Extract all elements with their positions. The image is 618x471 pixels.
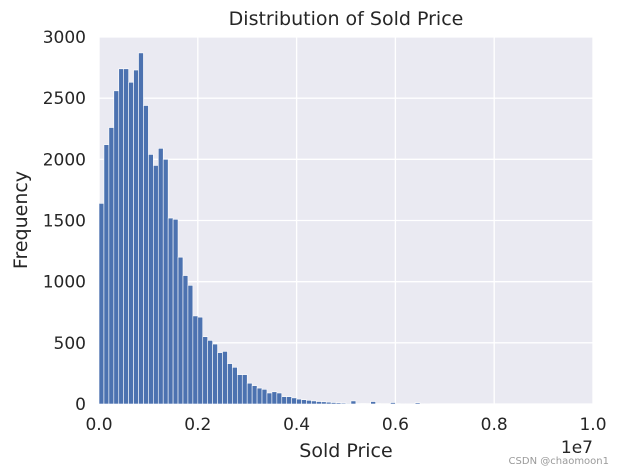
- histogram-bar: [103, 144, 110, 405]
- histogram-bar: [138, 52, 144, 405]
- histogram-bar: [345, 402, 352, 405]
- chart-title: Distribution of Sold Price: [229, 8, 464, 30]
- histogram-bar: [330, 402, 337, 405]
- histogram-bar: [118, 68, 125, 405]
- histogram-bar: [256, 387, 263, 405]
- histogram-bar: [251, 385, 258, 405]
- histogram-bar: [370, 401, 376, 405]
- histogram-bar: [148, 154, 154, 405]
- histogram-bar: [172, 218, 179, 405]
- y-tick-label: 1000: [43, 273, 86, 293]
- histogram-bar: [143, 105, 149, 405]
- histogram-bar: [187, 285, 194, 405]
- histogram-bar: [167, 217, 174, 405]
- histogram-bar: [320, 401, 327, 405]
- histogram-bar: [266, 392, 273, 405]
- histogram-bar: [133, 69, 139, 405]
- watermark: CSDN @chaomoon1: [509, 456, 609, 467]
- histogram-bar: [281, 396, 288, 405]
- x-tick-label: 0.0: [85, 415, 112, 435]
- histogram-bar: [286, 396, 292, 405]
- histogram-bar: [335, 402, 342, 405]
- y-tick-labels: 0 500 1000 1500 2000 2500 3000: [43, 28, 86, 415]
- histogram-bar: [192, 315, 199, 405]
- y-tick-label: 500: [54, 334, 86, 354]
- histogram-bar: [153, 165, 159, 405]
- y-tick-label: 0: [75, 395, 86, 415]
- y-tick-label: 2500: [43, 89, 86, 109]
- x-tick-label: 0.2: [184, 415, 211, 435]
- histogram-bar: [350, 400, 357, 405]
- histogram-bar: [157, 148, 164, 405]
- x-tick-label: 1.0: [579, 415, 606, 435]
- histogram-bar: [271, 391, 278, 405]
- histogram-bar: [123, 68, 129, 405]
- histogram-bar: [162, 159, 169, 405]
- histogram-bar: [232, 366, 238, 405]
- y-tick-label: 3000: [43, 28, 86, 48]
- histogram-bar: [355, 403, 362, 405]
- histogram-bar: [217, 352, 223, 405]
- histogram-bar: [108, 127, 115, 405]
- x-axis-label: Sold Price: [299, 440, 392, 462]
- x-tick-label: 0.4: [283, 415, 310, 435]
- histogram-bar: [222, 351, 228, 405]
- histogram-bar: [311, 400, 317, 405]
- histogram-bar: [241, 374, 248, 405]
- histogram-bar: [202, 336, 208, 405]
- x-tick-label: 0.6: [382, 415, 409, 435]
- histogram-bar: [207, 340, 213, 405]
- y-tick-label: 1500: [43, 212, 86, 232]
- histogram-bar: [182, 275, 189, 405]
- x-tick-labels: 0.0 0.2 0.4 0.6 0.8 1.0: [85, 415, 606, 435]
- histogram-bar: [237, 374, 243, 405]
- histogram-bar: [306, 400, 312, 405]
- y-axis-label: Frequency: [10, 171, 32, 269]
- histogram-bar: [212, 343, 218, 405]
- histogram-bar: [414, 402, 421, 405]
- histogram-bar: [128, 81, 134, 405]
- histogram-bar: [296, 398, 302, 405]
- histogram-bars: [98, 52, 431, 405]
- histogram-bar: [340, 402, 347, 405]
- histogram-bar: [98, 203, 105, 405]
- histogram-bar: [177, 256, 184, 405]
- histogram-bar: [261, 389, 268, 405]
- histogram-bar: [316, 401, 322, 405]
- histogram-bar: [301, 399, 307, 405]
- y-tick-label: 2000: [43, 150, 86, 170]
- histogram-bar: [276, 392, 283, 405]
- histogram-bar: [197, 316, 204, 405]
- histogram-bar: [113, 90, 120, 405]
- histogram-bar: [390, 402, 396, 405]
- x-tick-label: 0.8: [481, 415, 508, 435]
- x-offset-label: 1e7: [561, 438, 593, 458]
- histogram-bar: [227, 363, 233, 405]
- histogram-bar: [246, 382, 253, 405]
- histogram-bar: [291, 397, 297, 405]
- histogram-bar: [325, 401, 332, 405]
